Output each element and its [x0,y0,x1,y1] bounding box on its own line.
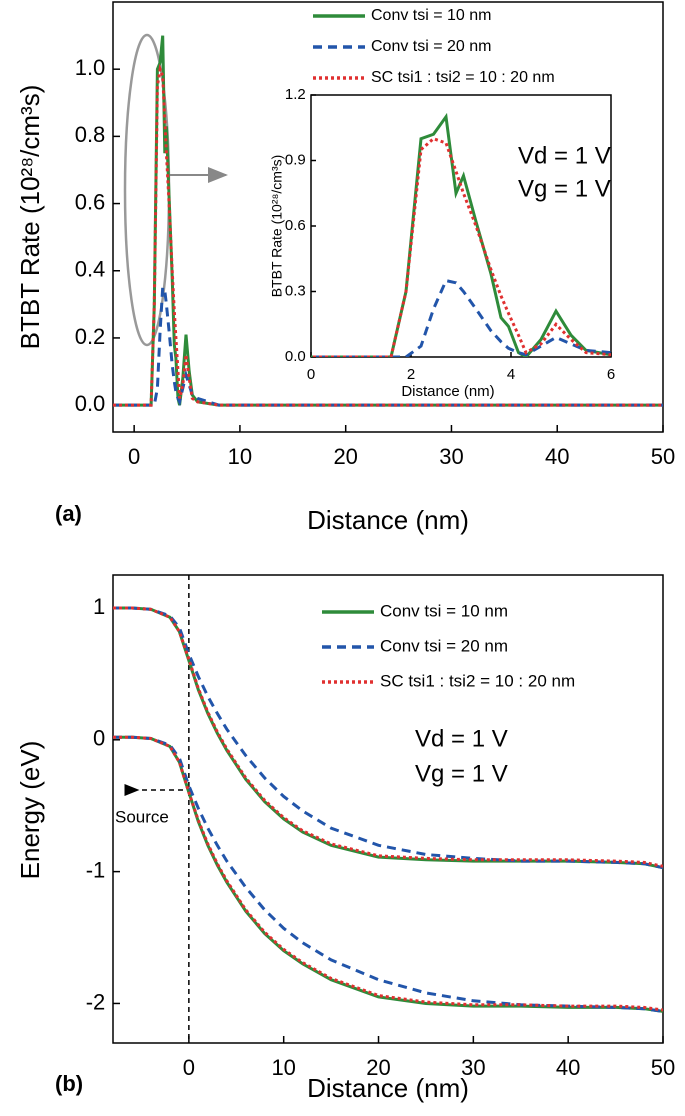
x-tick-label: 50 [651,444,675,469]
inset-x-axis-label: Distance (nm) [401,383,494,400]
x-tick-label: 30 [461,1055,485,1080]
y-tick-label: 0.0 [75,391,106,416]
legend-label: Conv tsi = 10 nm [371,7,492,24]
y-tick-label: 0.2 [75,324,106,349]
x-tick-label: 50 [651,1055,675,1080]
y-tick-label: 1 [93,594,105,619]
plot-frame [112,1,664,433]
x-tick-label: 6 [607,366,615,383]
y-tick-label: 1.0 [75,55,106,80]
series-line [113,735,663,1013]
y-tick-label: 0.6 [285,217,306,234]
series-line [311,112,611,357]
legend-label: Conv tsi = 20 nm [380,636,508,655]
y-axis-label: BTBT Rate (10²⁸/cm³s) [15,85,45,350]
series-line [311,136,611,357]
x-tick-label: 4 [507,366,515,383]
legend-label: Conv tsi = 10 nm [380,601,508,620]
y-tick-label: 0.6 [75,189,106,214]
annotation: Vg = 1 V [518,175,611,202]
series-line [113,735,663,1012]
y-tick-label: -2 [86,989,106,1014]
panel-label: (a) [55,501,82,526]
annotation: Vd = 1 V [518,142,611,169]
annotation: Source [115,807,169,826]
y-tick-label: 0 [93,726,105,751]
x-tick-label: 0 [128,444,140,469]
x-tick-label: 10 [228,444,252,469]
y-tick-label: 0.0 [285,348,306,365]
series-line [113,735,663,1013]
x-tick-label: 0 [183,1055,195,1080]
x-tick-label: 20 [333,444,357,469]
x-tick-label: 30 [439,444,463,469]
x-tick-label: 2 [407,366,415,383]
y-axis-label: Energy (eV) [15,741,45,880]
y-tick-label: 1.2 [285,86,306,103]
inset-y-axis-label: BTBT Rate (10²⁸/cm³s) [269,155,285,298]
y-tick-label: 0.9 [285,151,306,168]
annotation: Vg = 1 V [415,760,508,787]
x-tick-label: 40 [545,444,569,469]
series-line [113,606,663,868]
annotation: Vd = 1 V [415,725,508,752]
x-tick-label: 0 [307,366,315,383]
x-tick-label: 10 [271,1055,295,1080]
x-axis-label: Distance (nm) [307,505,469,535]
y-tick-label: -1 [86,857,106,882]
y-tick-label: 0.3 [285,282,306,299]
legend-label: Conv tsi = 20 nm [371,38,492,55]
series-line [113,63,663,407]
legend-label: SC tsi1 : tsi2 = 10 : 20 nm [380,671,575,690]
legend-label: SC tsi1 : tsi2 = 10 : 20 nm [371,69,555,86]
panel-label: (b) [55,1071,83,1096]
x-tick-label: 40 [556,1055,580,1080]
y-tick-label: 0.4 [75,257,106,282]
y-tick-label: 0.8 [75,122,106,147]
x-axis-label: Distance (nm) [307,1073,469,1103]
plot-frame [310,94,612,358]
x-tick-label: 20 [366,1055,390,1080]
plot-frame [112,574,664,1044]
